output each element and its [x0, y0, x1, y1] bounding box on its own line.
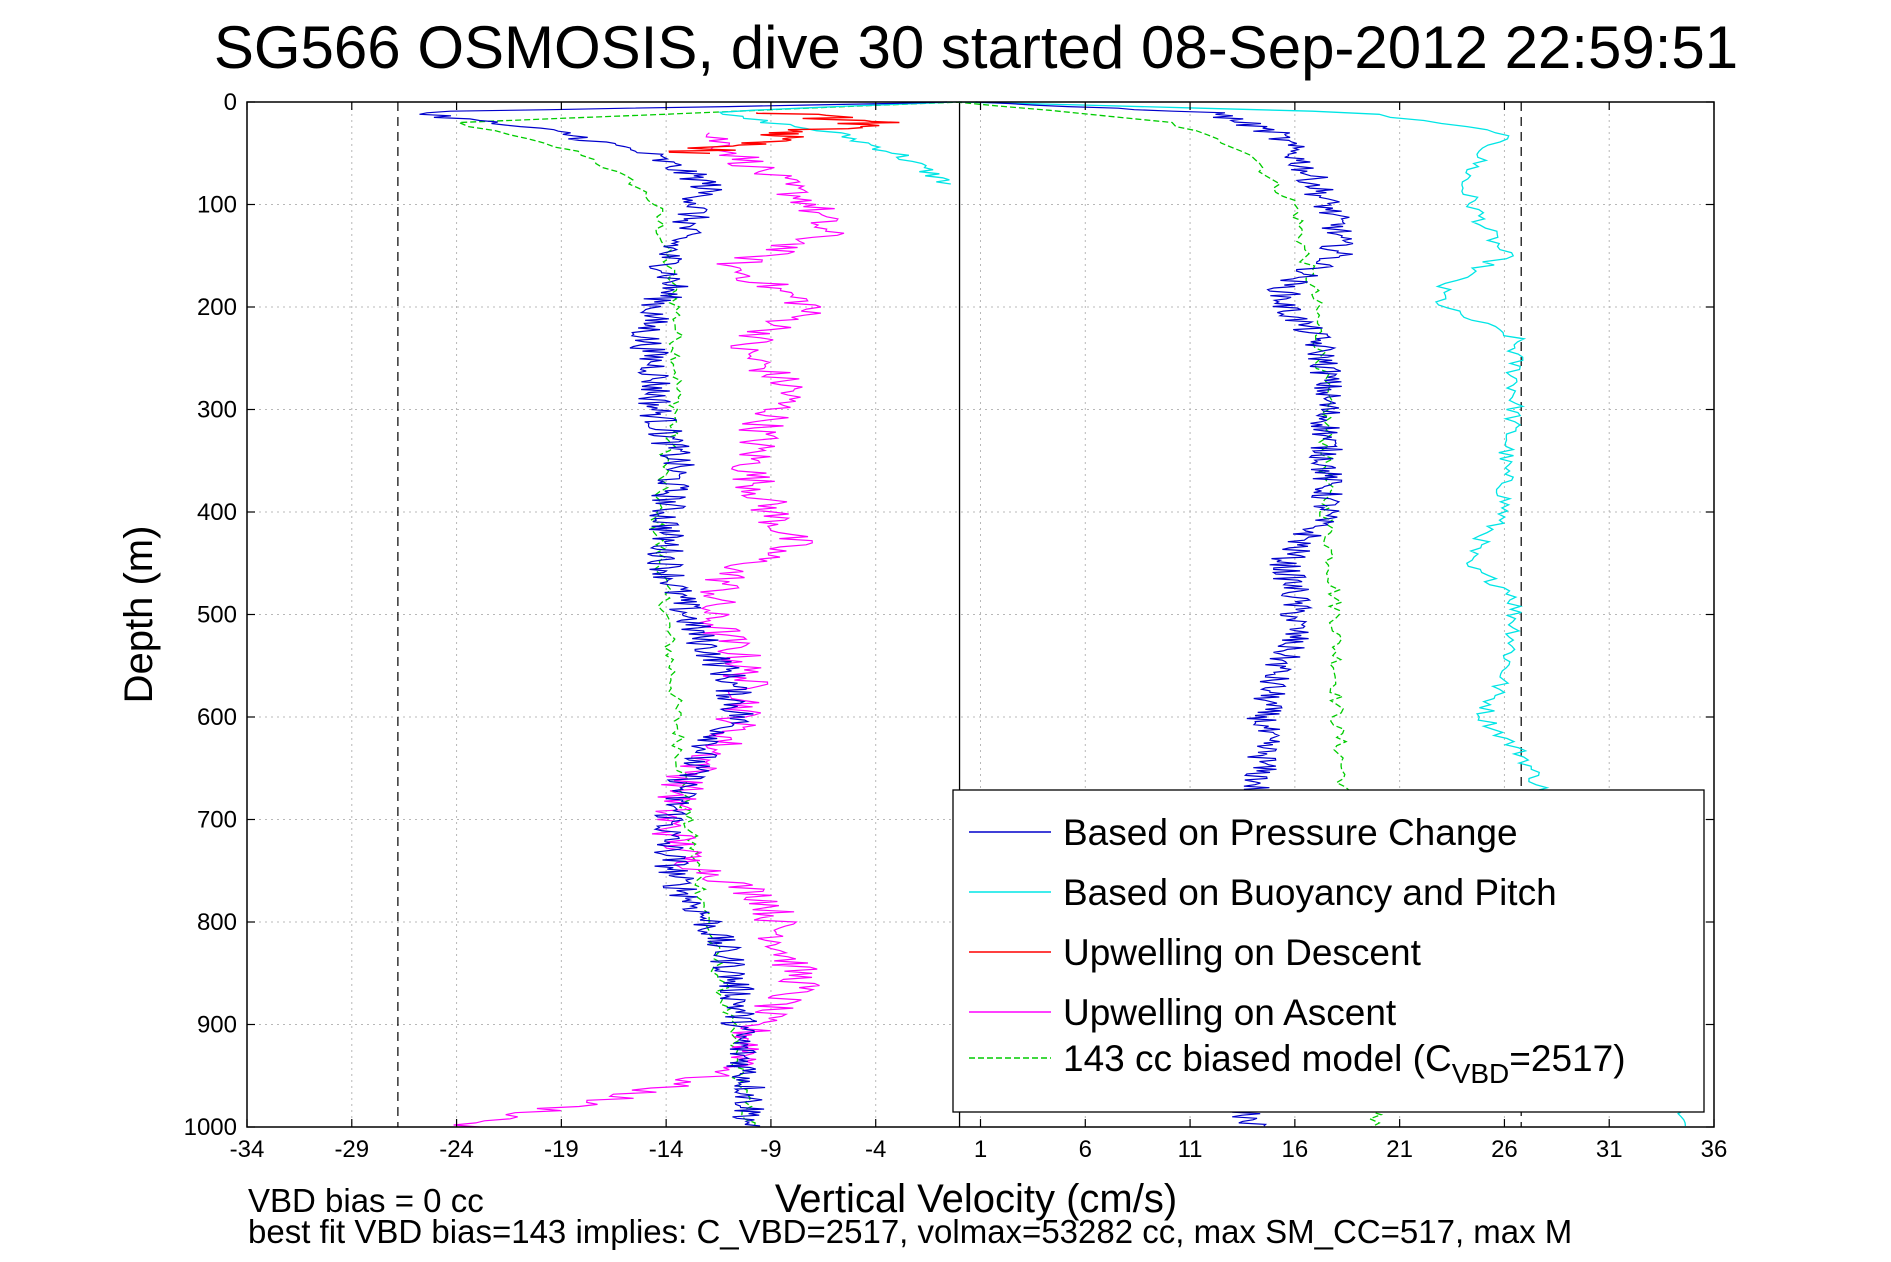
y-tick-label: 300 [197, 397, 237, 424]
legend-model-label: 143 cc biased model (CVBD=2517) [1063, 1038, 1626, 1089]
x-tick-label: 36 [1701, 1136, 1728, 1163]
y-tick-label: 200 [197, 294, 237, 321]
model-ascent-line [956, 101, 1384, 1128]
x-tick-label: -14 [649, 1136, 684, 1163]
x-tick-label: 31 [1596, 1136, 1623, 1163]
chart-title: SG566 OSMOSIS, dive 30 started 08-Sep-20… [214, 14, 1738, 81]
legend-buoyancy-label: Based on Buoyancy and Pitch [1063, 872, 1557, 913]
legend: Based on Pressure Change Based on Buoyanc… [952, 789, 1705, 1113]
x-tick-label: 1 [974, 1136, 987, 1163]
x-tick-label: 11 [1178, 1136, 1203, 1163]
x-tick-label: 16 [1282, 1136, 1309, 1163]
legend-upwelling-ascent-label: Upwelling on Ascent [1063, 992, 1397, 1033]
model-descent-line [458, 101, 962, 1128]
x-tick-label: 21 [1386, 1136, 1413, 1163]
y-tick-label: 700 [197, 807, 237, 834]
upwelling-ascent-line [453, 132, 845, 1128]
legend-box [952, 789, 1705, 1113]
x-axis-ticks: -34 -29 -24 -19 -14 -9 -4 1 6 11 16 21 26 31 36 [230, 102, 1728, 1163]
legend-upwelling-descent-label: Upwelling on Descent [1063, 932, 1422, 973]
y-tick-label: 900 [197, 1012, 237, 1039]
fit-note: best fit VBD bias=143 implies: C_VBD=251… [248, 1213, 1572, 1250]
x-tick-label: -9 [760, 1136, 781, 1163]
y-tick-label: 600 [197, 704, 237, 731]
y-tick-label: 500 [197, 602, 237, 629]
y-axis-ticks: 0 100 200 300 400 500 600 700 800 900 1000 [184, 89, 1714, 1141]
x-tick-label: -29 [334, 1136, 369, 1163]
x-tick-label: -34 [230, 1136, 265, 1163]
y-tick-label: 1000 [184, 1114, 237, 1141]
y-tick-label: 100 [197, 192, 237, 219]
y-axis-label: Depth (m) [117, 526, 161, 704]
y-tick-label: 800 [197, 909, 237, 936]
x-tick-label: 26 [1491, 1136, 1518, 1163]
buoyancy-descent-line [718, 101, 957, 185]
vbd-bias-note: VBD bias = 0 cc [248, 1182, 484, 1219]
x-tick-label: -24 [439, 1136, 474, 1163]
x-tick-label: -4 [865, 1136, 886, 1163]
x-tick-label: 6 [1079, 1136, 1092, 1163]
x-axis-label: Vertical Velocity (cm/s) [775, 1177, 1177, 1221]
legend-pressure-label: Based on Pressure Change [1063, 812, 1518, 853]
upwelling-descent-line [668, 112, 900, 154]
x-tick-label: -19 [544, 1136, 579, 1163]
plot-series [419, 101, 1693, 1128]
y-tick-label: 400 [197, 499, 237, 526]
pressure-descent-line [419, 101, 948, 1127]
y-tick-label: 0 [224, 89, 237, 116]
